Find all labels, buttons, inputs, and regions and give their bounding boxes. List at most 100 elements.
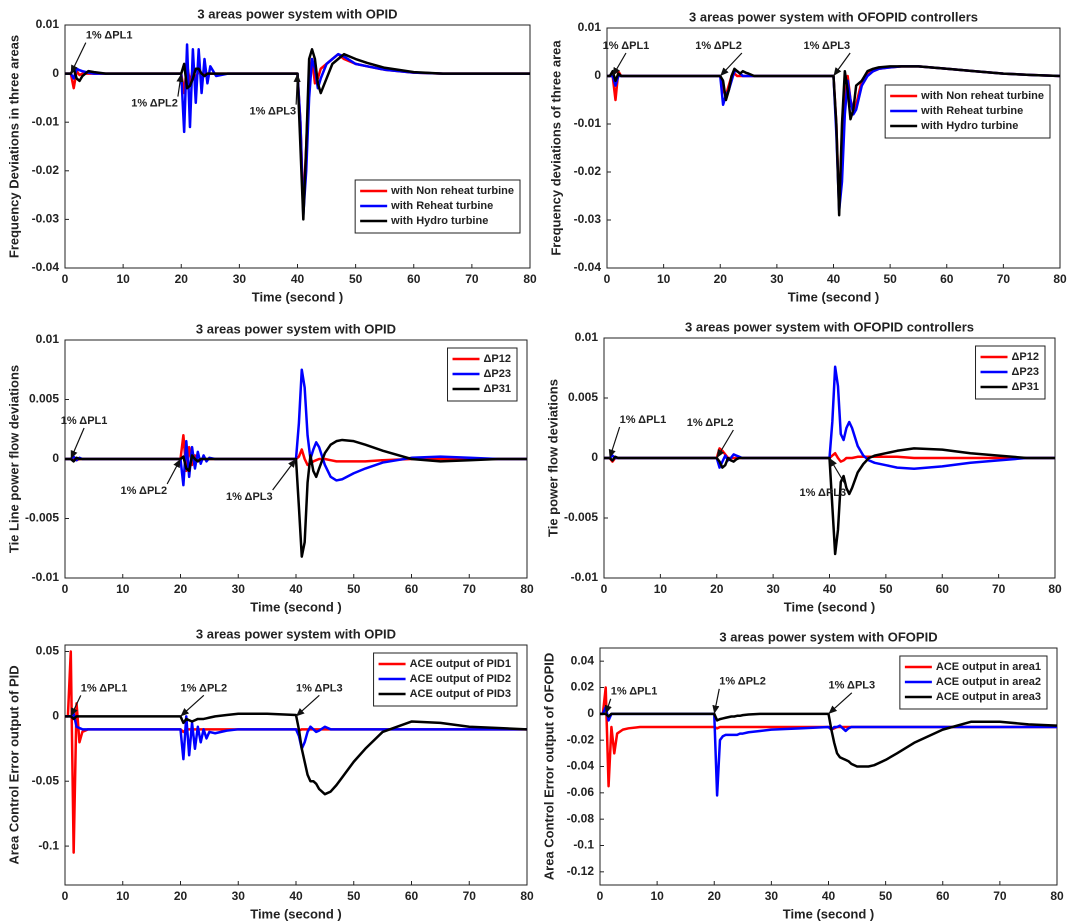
annotation: 1% ΔPL2 [687, 417, 734, 429]
x-tick-label: 0 [601, 582, 608, 596]
series-line [604, 447, 1055, 556]
x-tick-label: 30 [232, 889, 246, 903]
y-tick-label: 0.005 [568, 390, 598, 404]
y-tick-label: 0.01 [575, 330, 599, 344]
y-tick-label: 0.005 [29, 392, 59, 406]
annotation-arrow [719, 52, 743, 77]
annotation: 1% ΔPL1 [81, 682, 128, 694]
y-tick-label: -0.01 [571, 570, 599, 584]
x-tick-label: 60 [940, 272, 954, 286]
legend-label: ACE output in area2 [936, 676, 1041, 688]
y-tick-label: 0 [52, 66, 59, 80]
x-tick-label: 80 [520, 582, 534, 596]
x-tick-label: 60 [405, 889, 419, 903]
series-line [607, 65, 1060, 217]
y-axis-label: Area Control Error output of OFOPID [541, 653, 556, 881]
x-tick-label: 70 [463, 889, 477, 903]
annotation-arrow [612, 52, 627, 77]
chart-title: 3 areas power system with OFOPID control… [685, 319, 974, 334]
legend: ΔP12 ΔP23 ΔP31 [975, 345, 1046, 400]
y-tick-label: -0.03 [574, 212, 602, 226]
y-tick-label: 0 [587, 706, 594, 720]
annotation: 1% ΔPL1 [61, 415, 108, 427]
x-tick-label: 60 [405, 582, 419, 596]
series-line [65, 48, 530, 221]
y-tick-label: 0.01 [36, 332, 60, 346]
annotation-arrow [833, 52, 851, 77]
annotation-arrow [828, 692, 853, 715]
x-axis-label: Time (second ) [784, 599, 876, 614]
annotation: 1% ΔPL3 [296, 682, 343, 694]
x-axis-label: Time (second ) [788, 289, 880, 304]
legend-label: with Non reheat turbine [390, 185, 514, 197]
x-tick-label: 40 [823, 582, 837, 596]
annotation: 1% ΔPL2 [181, 682, 228, 694]
annotation: 1% ΔPL2 [695, 40, 742, 52]
y-tick-label: 0.04 [571, 653, 595, 667]
y-tick-label: -0.1 [573, 838, 594, 852]
series-line [65, 438, 527, 558]
y-tick-label: 0 [52, 709, 59, 723]
x-tick-label: 40 [822, 889, 836, 903]
chart: 3 areas power system with OPID Time (seco… [6, 626, 534, 921]
x-tick-label: 70 [997, 272, 1011, 286]
x-tick-label: 50 [349, 272, 363, 286]
x-tick-label: 50 [347, 889, 361, 903]
y-axis-label: Tie power flow deviations [545, 379, 560, 537]
x-tick-label: 70 [993, 889, 1007, 903]
x-axis-label: Time (second ) [250, 906, 342, 921]
chart: 3 areas power system with OPID Time (seco… [6, 321, 534, 614]
y-tick-label: -0.01 [32, 570, 60, 584]
x-axis-label: Time (second ) [783, 906, 875, 921]
chart: 3 areas power system with OPID Time (seco… [6, 6, 537, 304]
x-tick-label: 40 [291, 272, 305, 286]
annotation-arrow [70, 427, 85, 460]
x-tick-label: 80 [1048, 582, 1062, 596]
annotation-arrow [828, 457, 847, 487]
x-tick-label: 10 [116, 582, 130, 596]
x-tick-label: 20 [174, 582, 188, 596]
annotation-arrow [712, 688, 720, 714]
y-tick-label: -0.1 [38, 838, 59, 852]
x-axis-label: Time (second ) [252, 289, 344, 304]
annotation-arrow [293, 73, 301, 105]
x-tick-label: 50 [879, 582, 893, 596]
legend-label: with Hydro turbine [920, 120, 1018, 132]
x-tick-label: 50 [347, 582, 361, 596]
annotation-arrow [604, 698, 612, 715]
x-tick-label: 30 [765, 889, 779, 903]
annotation-arrow [176, 73, 184, 97]
legend-label: ΔP12 [1012, 351, 1039, 363]
series-line [600, 712, 1057, 768]
annotation: 1% ΔPL1 [603, 40, 650, 52]
y-axis-label: Area Control Error output of PID [6, 665, 21, 864]
chart: 3 areas power system with OFOPID control… [548, 9, 1067, 304]
legend-label: with Reheat turbine [390, 200, 493, 212]
series-line [65, 712, 527, 796]
annotation: 1% ΔPL1 [86, 30, 133, 42]
legend-label: with Non reheat turbine [920, 90, 1044, 102]
y-tick-label: 0.02 [571, 680, 595, 694]
x-tick-label: 20 [714, 272, 728, 286]
legend-label: ΔP31 [1012, 381, 1039, 393]
annotation: 1% ΔPL1 [611, 686, 658, 698]
chart-title: 3 areas power system with OPID [196, 321, 396, 336]
chart-title: 3 areas power system with OFOPID [719, 629, 937, 644]
legend-label: ΔP23 [484, 368, 511, 380]
y-tick-label: 0 [594, 68, 601, 82]
x-tick-label: 70 [465, 272, 479, 286]
x-tick-label: 10 [650, 889, 664, 903]
annotation: 1% ΔPL3 [250, 106, 297, 118]
y-tick-label: -0.02 [567, 732, 595, 746]
chart: 3 areas power system with OFOPID Time (se… [541, 629, 1064, 921]
y-tick-label: -0.005 [25, 511, 59, 525]
y-axis-label: Tie Line power flow deviations [6, 365, 21, 553]
legend-label: ACE output of PID1 [410, 658, 511, 670]
annotation: 1% ΔPL3 [829, 680, 876, 692]
annotation-arrow [70, 42, 87, 74]
y-tick-label: -0.04 [574, 260, 602, 274]
x-tick-label: 0 [62, 582, 69, 596]
x-tick-label: 30 [233, 272, 247, 286]
x-tick-label: 70 [463, 582, 477, 596]
y-tick-label: 0 [52, 451, 59, 465]
